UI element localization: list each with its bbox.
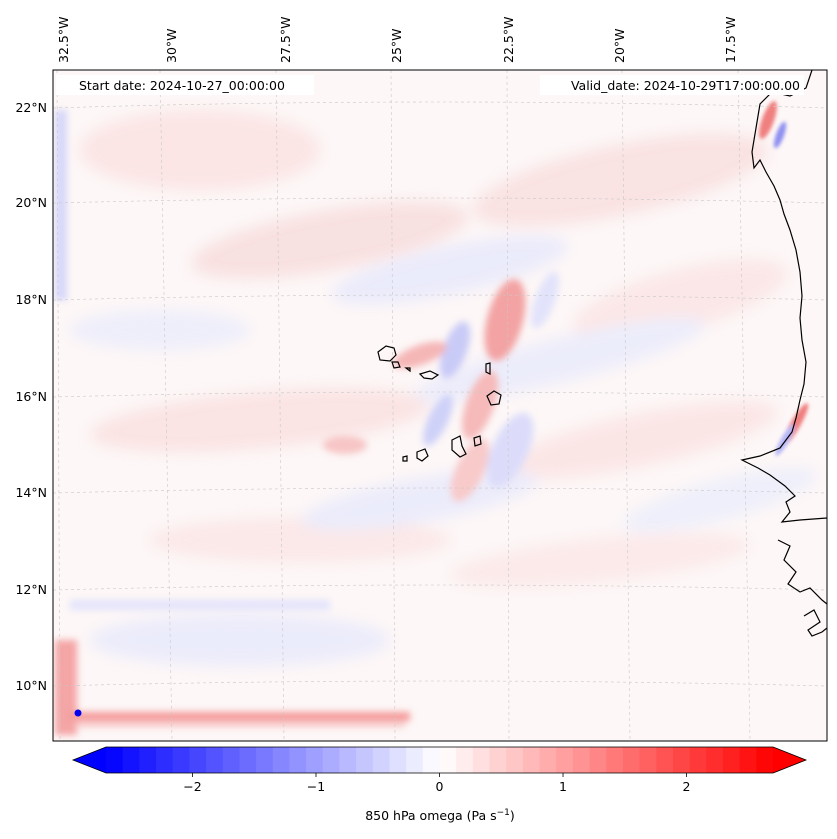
colorbar-band bbox=[306, 747, 324, 773]
island-santo-antao bbox=[377, 345, 397, 362]
colorbar-band bbox=[372, 747, 391, 773]
colorbar-band bbox=[622, 747, 641, 773]
colorbar-band bbox=[656, 747, 674, 773]
lon-label: 32.5°W bbox=[56, 17, 71, 63]
lat-label: 10°N bbox=[15, 678, 47, 693]
colorbar-band bbox=[339, 747, 357, 773]
colorbar-band bbox=[639, 747, 657, 773]
colorbar-band bbox=[422, 747, 441, 773]
latitude-labels: 22°N 20°N 18°N 16°N 14°N 12°N 10°N bbox=[15, 100, 47, 693]
island-santiago bbox=[451, 435, 467, 458]
colorbar-band bbox=[489, 747, 507, 773]
colorbar-band bbox=[539, 747, 557, 773]
colorbar-tick-label: 0 bbox=[436, 779, 444, 794]
colorbar-label-sup: −1 bbox=[497, 808, 510, 818]
colorbar-band bbox=[322, 747, 341, 773]
island-sao-nicolau bbox=[418, 370, 440, 380]
colorbar-tick-label: −2 bbox=[183, 779, 201, 794]
colorbar-band bbox=[472, 747, 491, 773]
colorbar-band bbox=[406, 747, 424, 773]
colorbar-band bbox=[272, 747, 291, 773]
lon-label: 17.5°W bbox=[723, 17, 738, 63]
colorbar-band bbox=[556, 747, 574, 773]
colorbar-band bbox=[456, 747, 474, 773]
lon-label: 27.5°W bbox=[278, 17, 293, 63]
lon-label: 20°W bbox=[612, 28, 627, 63]
colorbar-extend-max bbox=[773, 747, 806, 773]
colorbar-band bbox=[606, 747, 624, 773]
colorbar-band bbox=[706, 747, 724, 773]
colorbar-ticks: −2 −1 0 1 2 bbox=[183, 773, 691, 794]
island-sao-vicente bbox=[391, 361, 401, 369]
island-fogo bbox=[416, 448, 429, 462]
colorbar-band bbox=[122, 747, 140, 773]
coastlines bbox=[740, 70, 827, 637]
island-brava bbox=[402, 455, 408, 462]
longitude-labels: 32.5°W 30°W 27.5°W 25°W 22.5°W 20°W 17.5… bbox=[56, 17, 738, 63]
colorbar-band bbox=[156, 747, 174, 773]
colorbar-tick-label: 2 bbox=[683, 779, 691, 794]
island-sal bbox=[485, 362, 491, 375]
colorbar-band bbox=[256, 747, 274, 773]
colorbar-band bbox=[572, 747, 591, 773]
colorbar-band bbox=[239, 747, 257, 773]
omega-field bbox=[55, 101, 817, 735]
lon-label: 25°W bbox=[389, 28, 404, 63]
colorbar-band bbox=[589, 747, 607, 773]
colorbar-extend-min bbox=[73, 747, 106, 773]
cape-verde-islands bbox=[377, 345, 502, 462]
colorbar-band bbox=[439, 747, 457, 773]
colorbar-label: 850 hPa omega (Pa s−1) bbox=[365, 808, 515, 823]
colorbar-band bbox=[522, 747, 541, 773]
colorbar-fill bbox=[106, 747, 774, 773]
colorbar-band bbox=[289, 747, 307, 773]
lat-label: 16°N bbox=[15, 389, 47, 404]
africa-coastline bbox=[740, 70, 827, 523]
map-panel: Start date: 2024-10-27_00:00:00 Valid_da… bbox=[52, 69, 828, 742]
colorbar-band bbox=[106, 747, 124, 773]
lon-label: 22.5°W bbox=[501, 17, 516, 63]
valid-date-label: Valid_date: 2024-10-29T17:00:00.00 bbox=[571, 78, 800, 93]
graticule bbox=[53, 70, 827, 741]
lat-label: 12°N bbox=[15, 582, 47, 597]
colorbar-band bbox=[189, 747, 207, 773]
colorbar-band bbox=[139, 747, 157, 773]
colorbar-band bbox=[739, 747, 757, 773]
island-boa-vista bbox=[486, 390, 502, 406]
colorbar-label-close: ) bbox=[510, 808, 515, 823]
colorbar-band bbox=[506, 747, 524, 773]
colorbar-tick-label: 1 bbox=[559, 779, 567, 794]
colorbar-label-text: 850 hPa omega (Pa s bbox=[365, 808, 496, 823]
colorbar-band bbox=[672, 747, 691, 773]
lat-label: 20°N bbox=[15, 195, 47, 210]
colorbar-band bbox=[356, 747, 374, 773]
map-frame bbox=[52, 69, 828, 742]
colorbar-band bbox=[222, 747, 241, 773]
colorbar-band bbox=[689, 747, 707, 773]
colorbar-outline bbox=[71, 746, 808, 774]
island-santa-luzia bbox=[404, 367, 411, 373]
colorbar-band bbox=[172, 747, 190, 773]
lat-label: 22°N bbox=[15, 100, 47, 115]
colorbar-band bbox=[756, 747, 774, 773]
colorbar-band bbox=[722, 747, 741, 773]
colorbar-band bbox=[206, 747, 224, 773]
start-date-label: Start date: 2024-10-27_00:00:00 bbox=[79, 78, 285, 93]
island-maio bbox=[473, 435, 482, 447]
colorbar: −2 −1 0 1 2 850 hPa omega (Pa s−1) bbox=[71, 746, 808, 823]
colorbar-tick-label: −1 bbox=[307, 779, 325, 794]
lat-label: 18°N bbox=[15, 292, 47, 307]
lon-label: 30°W bbox=[164, 28, 179, 63]
lat-label: 14°N bbox=[15, 485, 47, 500]
colorbar-band bbox=[389, 747, 407, 773]
